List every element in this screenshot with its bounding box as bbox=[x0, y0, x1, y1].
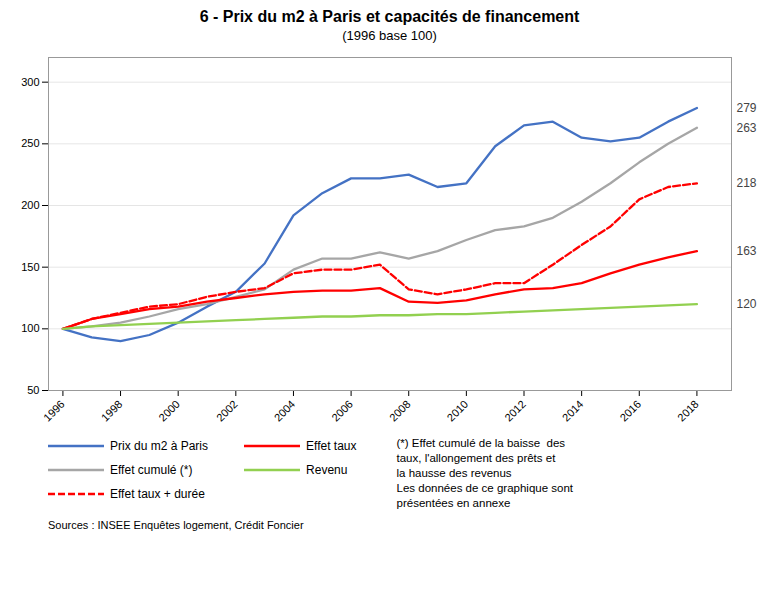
svg-text:279: 279 bbox=[737, 101, 757, 115]
html-text:Effet taux + durée: Effet taux + durée bbox=[110, 487, 205, 501]
html-text:Effet taux: Effet taux bbox=[306, 439, 357, 453]
svg-text:2002: 2002 bbox=[214, 398, 240, 424]
html-text:Effet cumulé (*): Effet cumulé (*) bbox=[110, 463, 193, 477]
html-text:(*) Effet cumulé de la baisse: (*) Effet cumulé de la baisse des taux, … bbox=[396, 437, 573, 509]
svg-text:2010: 2010 bbox=[444, 398, 470, 424]
svg-text:200: 200 bbox=[21, 199, 39, 211]
svg-text:2008: 2008 bbox=[387, 398, 413, 424]
svg-text:2006: 2006 bbox=[329, 398, 355, 424]
svg-text:2004: 2004 bbox=[272, 398, 298, 424]
html-text:Revenu: Revenu bbox=[306, 463, 348, 477]
svg-text:2012: 2012 bbox=[502, 398, 528, 424]
svg-text:250: 250 bbox=[21, 137, 39, 149]
svg-text:120: 120 bbox=[737, 297, 757, 311]
svg-text:1996: 1996 bbox=[41, 398, 67, 424]
svg-text:263: 263 bbox=[737, 121, 757, 135]
svg-text:2000: 2000 bbox=[156, 398, 182, 424]
svg-text:1998: 1998 bbox=[99, 398, 125, 424]
svg-text:300: 300 bbox=[21, 76, 39, 88]
svg-text:50: 50 bbox=[27, 384, 39, 396]
html-text:6 - Prix du m2 à Paris et capa: 6 - Prix du m2 à Paris et capacités de f… bbox=[199, 8, 580, 25]
svg-text:2016: 2016 bbox=[617, 398, 643, 424]
svg-text:100: 100 bbox=[21, 322, 39, 334]
svg-text:163: 163 bbox=[737, 244, 757, 258]
svg-text:2014: 2014 bbox=[560, 398, 586, 424]
svg-text:150: 150 bbox=[21, 261, 39, 273]
html-text:Prix du m2 à Paris: Prix du m2 à Paris bbox=[110, 439, 208, 453]
svg-text:2018: 2018 bbox=[675, 398, 701, 424]
html-text:(1996 base 100): (1996 base 100) bbox=[342, 28, 437, 43]
html-text:Sources : INSEE Enquêtes logem: Sources : INSEE Enquêtes logement, Crédi… bbox=[48, 518, 304, 531]
svg-text:218: 218 bbox=[737, 176, 757, 190]
